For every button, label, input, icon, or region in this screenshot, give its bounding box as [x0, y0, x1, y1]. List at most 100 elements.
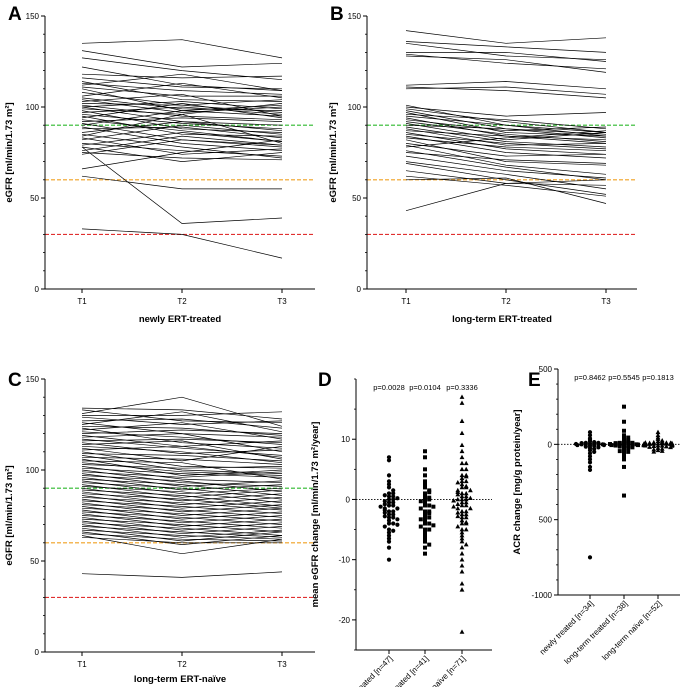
- data-point-triangle: [655, 442, 661, 448]
- series-line: [81, 536, 282, 544]
- data-point-square: [423, 551, 427, 556]
- data-point-triangle: [463, 483, 469, 488]
- series-line: [81, 106, 283, 115]
- series-line: [405, 139, 607, 166]
- series-line: [81, 81, 283, 102]
- data-point-circle: [391, 503, 396, 508]
- data-point-square: [423, 527, 427, 532]
- series-line: [405, 53, 607, 70]
- data-point-triangle: [463, 542, 469, 547]
- series-line: [81, 496, 283, 511]
- data-point-circle: [382, 524, 387, 529]
- data-point-circle: [386, 491, 392, 496]
- series-line: [405, 130, 607, 141]
- series-line: [81, 475, 283, 493]
- data-point-circle: [596, 442, 601, 447]
- series-line: [81, 535, 283, 555]
- series-line: [81, 453, 283, 462]
- panel-letter: E: [528, 370, 541, 391]
- data-point-triangle: [468, 505, 473, 511]
- data-point-triangle: [463, 490, 469, 496]
- series-line: [405, 130, 607, 148]
- x-axis-label: newly ERT-treated: [139, 314, 222, 325]
- data-point-triangle: [463, 519, 469, 525]
- data-point-square: [622, 439, 626, 444]
- y-tick-label: 50: [30, 557, 39, 566]
- data-point-circle: [587, 460, 593, 465]
- data-point-circle: [386, 509, 392, 514]
- data-point-square: [617, 444, 622, 449]
- series-line: [81, 73, 283, 91]
- data-point-square: [613, 441, 618, 446]
- data-point-circle: [386, 533, 392, 538]
- data-point-triangle: [455, 501, 461, 507]
- scatter-group: [641, 429, 675, 454]
- y-tick-label: 500: [539, 365, 553, 374]
- data-point-triangle: [455, 523, 461, 529]
- data-point-circle: [587, 467, 593, 473]
- data-point-circle: [386, 503, 392, 508]
- series-line: [81, 445, 283, 458]
- data-point-triangle: [655, 447, 661, 453]
- scatter-group: [573, 430, 607, 560]
- data-point-triangle: [459, 581, 465, 586]
- panel-letter: B: [330, 4, 344, 25]
- x-tick-label: T3: [601, 297, 611, 306]
- data-point-triangle: [459, 557, 465, 562]
- series-line: [81, 471, 283, 478]
- series-line: [81, 445, 283, 462]
- data-point-triangle: [459, 514, 465, 520]
- series-line: [81, 522, 283, 536]
- data-point-square: [423, 536, 427, 541]
- data-point-triangle: [655, 436, 661, 441]
- data-point-circle: [573, 441, 579, 447]
- x-tick-label: T1: [401, 297, 411, 306]
- data-point-square: [626, 443, 631, 448]
- panel-letter: C: [8, 370, 22, 391]
- data-point-square: [626, 449, 631, 454]
- y-tick-label: 500: [539, 516, 553, 525]
- series-line: [81, 438, 283, 444]
- series-line: [81, 506, 283, 520]
- data-point-triangle: [459, 475, 465, 481]
- data-point-triangle: [459, 394, 465, 399]
- y-axis-label: eGFR [ml/min/1.73 m²]: [4, 465, 15, 565]
- y-tick-label: 100: [348, 103, 362, 112]
- data-point-square: [418, 524, 423, 529]
- data-point-circle: [382, 502, 387, 507]
- y-axis-label: ACR change [mg/g protein/year]: [512, 409, 523, 554]
- data-point-triangle: [459, 499, 465, 505]
- data-point-triangle: [459, 502, 465, 508]
- data-point-circle: [391, 497, 396, 502]
- series-line: [405, 163, 607, 195]
- series-line: [81, 431, 283, 445]
- series-line: [81, 152, 283, 161]
- data-point-triangle: [459, 532, 465, 538]
- data-point-triangle: [659, 443, 665, 448]
- y-tick-label: 0: [346, 495, 351, 504]
- data-point-square: [418, 499, 423, 504]
- series-line: [81, 110, 283, 126]
- y-tick-label: 50: [352, 194, 361, 203]
- data-point-triangle: [463, 502, 469, 508]
- x-tick-label: T1: [77, 660, 87, 669]
- y-tick-label: 150: [26, 12, 40, 21]
- series-line: [81, 493, 283, 509]
- series-line: [81, 509, 283, 524]
- series-line: [81, 124, 283, 141]
- data-point-triangle: [459, 481, 465, 487]
- series-line: [81, 39, 283, 59]
- series-line: [81, 113, 283, 144]
- series-line: [81, 86, 282, 97]
- y-tick-label: 0: [357, 285, 362, 294]
- p-value-label: p=0.5545: [608, 373, 640, 382]
- p-value-label: p=0.0104: [409, 383, 441, 392]
- data-point-triangle: [455, 505, 461, 511]
- series-line: [405, 177, 607, 204]
- series-line: [81, 467, 283, 478]
- data-point-square: [622, 443, 626, 448]
- data-point-square: [423, 485, 427, 490]
- data-point-circle: [592, 443, 597, 448]
- series-line: [81, 515, 283, 529]
- data-point-circle: [395, 506, 400, 511]
